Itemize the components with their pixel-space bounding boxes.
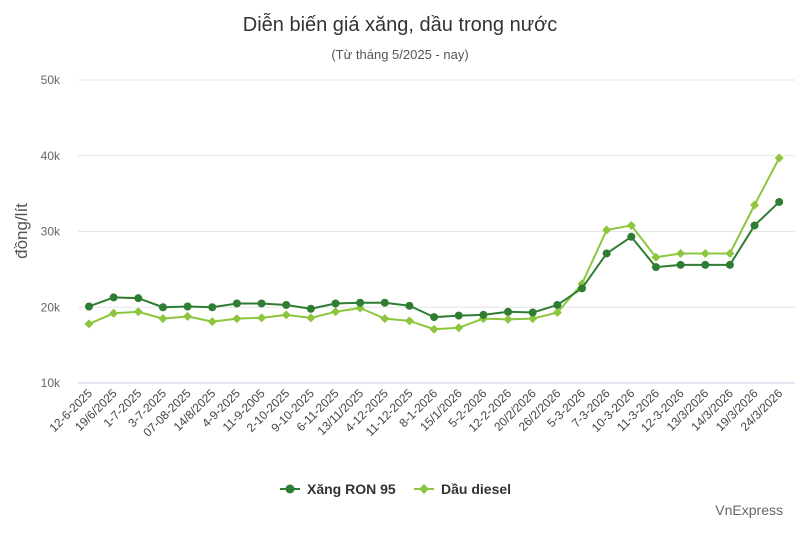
series-xang-ron-95 — [85, 197, 784, 322]
y-tick-label: 30k — [41, 225, 61, 239]
data-point[interactable] — [454, 323, 464, 333]
data-point[interactable] — [331, 307, 340, 317]
data-point[interactable] — [232, 299, 241, 308]
data-point[interactable] — [232, 314, 242, 324]
data-point[interactable] — [552, 308, 562, 318]
data-point[interactable] — [306, 313, 316, 323]
data-point[interactable] — [429, 324, 439, 334]
data-point[interactable] — [380, 298, 389, 307]
data-point[interactable] — [700, 248, 710, 258]
data-point[interactable] — [454, 311, 463, 320]
y-tick-label: 10k — [41, 376, 61, 390]
data-point[interactable] — [430, 313, 439, 322]
data-point[interactable] — [602, 249, 611, 258]
legend-item-xang-ron-95[interactable]: Xăng RON 95 — [280, 481, 396, 497]
legend-item-dau-diesel[interactable]: Dầu diesel — [414, 481, 511, 497]
data-point[interactable] — [183, 302, 192, 311]
data-point[interactable] — [553, 300, 562, 309]
legend-label: Xăng RON 95 — [307, 481, 396, 497]
data-point[interactable] — [651, 252, 661, 262]
data-point[interactable] — [380, 314, 390, 324]
data-point[interactable] — [282, 300, 291, 309]
data-point[interactable] — [404, 316, 414, 326]
data-point[interactable] — [158, 303, 167, 312]
data-point[interactable] — [331, 299, 340, 308]
x-axis-ticks: 12-6-202519/6/20251-7-20253-7-202507-08-… — [47, 386, 786, 440]
y-axis-ticks: 10k 20k 30k 40k 50k — [41, 73, 61, 390]
data-point[interactable] — [183, 311, 193, 321]
data-point[interactable] — [701, 260, 710, 269]
data-point[interactable] — [479, 310, 488, 319]
legend-marker — [285, 484, 295, 494]
series-layer — [84, 153, 784, 334]
data-point[interactable] — [134, 294, 143, 303]
data-point[interactable] — [257, 313, 267, 323]
data-point[interactable] — [627, 232, 636, 241]
data-point[interactable] — [503, 314, 513, 324]
data-point[interactable] — [750, 221, 759, 230]
data-point[interactable] — [306, 304, 315, 313]
data-point[interactable] — [208, 303, 217, 312]
y-tick-label: 50k — [41, 73, 61, 87]
data-point[interactable] — [528, 308, 537, 317]
data-point[interactable] — [528, 314, 538, 324]
data-point[interactable] — [750, 200, 760, 210]
data-point[interactable] — [578, 284, 586, 293]
y-tick-label: 20k — [41, 300, 61, 314]
legend-label: Dầu diesel — [441, 481, 511, 497]
chart-subtitle: (Từ tháng 5/2025 - nay) — [331, 47, 468, 62]
data-point[interactable] — [676, 260, 685, 269]
chart-title: Diễn biến giá xăng, dầu trong nước — [243, 13, 557, 36]
data-point[interactable] — [281, 310, 291, 320]
source-label: VnExpress — [715, 502, 783, 518]
y-axis-label: đồng/lít — [12, 203, 31, 259]
legend[interactable]: Xăng RON 95 Dầu diesel — [280, 481, 511, 497]
data-point[interactable] — [207, 317, 217, 327]
data-point[interactable] — [725, 248, 735, 258]
data-point[interactable] — [504, 307, 513, 316]
series-dau-diesel — [84, 153, 784, 334]
data-point[interactable] — [133, 307, 143, 317]
series-line — [88, 201, 780, 319]
data-point[interactable] — [775, 197, 784, 206]
y-tick-label: 40k — [41, 149, 61, 163]
data-point[interactable] — [257, 299, 266, 308]
data-point[interactable] — [109, 293, 118, 302]
data-point[interactable] — [405, 301, 414, 310]
series-line — [88, 157, 781, 331]
data-point[interactable] — [158, 314, 168, 324]
data-point[interactable] — [356, 298, 365, 307]
data-point[interactable] — [676, 248, 686, 258]
data-point[interactable] — [602, 225, 612, 235]
legend-marker — [419, 484, 429, 494]
data-point[interactable] — [651, 263, 660, 272]
data-point[interactable] — [85, 302, 93, 311]
data-point[interactable] — [84, 319, 94, 329]
data-point[interactable] — [109, 308, 119, 318]
data-point[interactable] — [725, 260, 734, 269]
grid-lines — [78, 79, 795, 384]
data-point[interactable] — [774, 153, 784, 163]
data-point[interactable] — [626, 220, 636, 230]
